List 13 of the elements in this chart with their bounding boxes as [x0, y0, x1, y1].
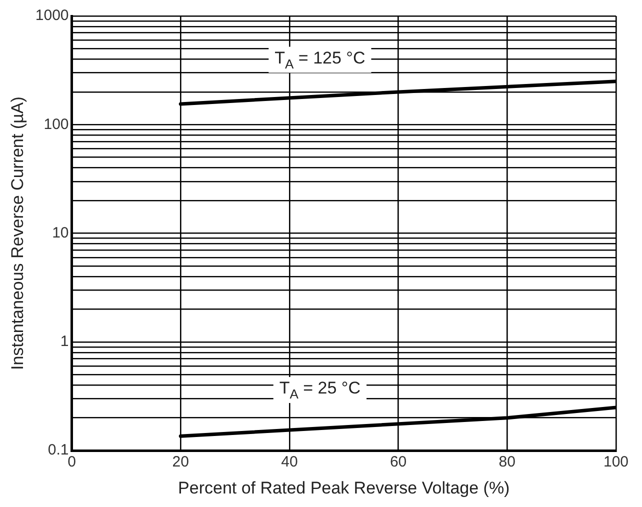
- x-axis-title: Percent of Rated Peak Reverse Voltage (%): [178, 478, 510, 498]
- y-tick-label: 0.1: [48, 442, 69, 459]
- y-axis-title: Instantaneous Reverse Current (µA): [8, 96, 27, 370]
- y-tick-label: 100: [44, 116, 69, 133]
- y-tick-label: 1: [60, 333, 69, 350]
- y-tick-label: 10: [52, 224, 69, 242]
- x-tick-label: 80: [498, 454, 516, 471]
- y-tick-label: 1000: [35, 7, 69, 24]
- x-tick-label: 100: [603, 454, 629, 471]
- x-tick-label: 20: [172, 454, 189, 471]
- x-tick-label: 60: [390, 454, 407, 471]
- x-tick-label: 0: [68, 454, 76, 471]
- x-tick-label: 40: [281, 454, 298, 471]
